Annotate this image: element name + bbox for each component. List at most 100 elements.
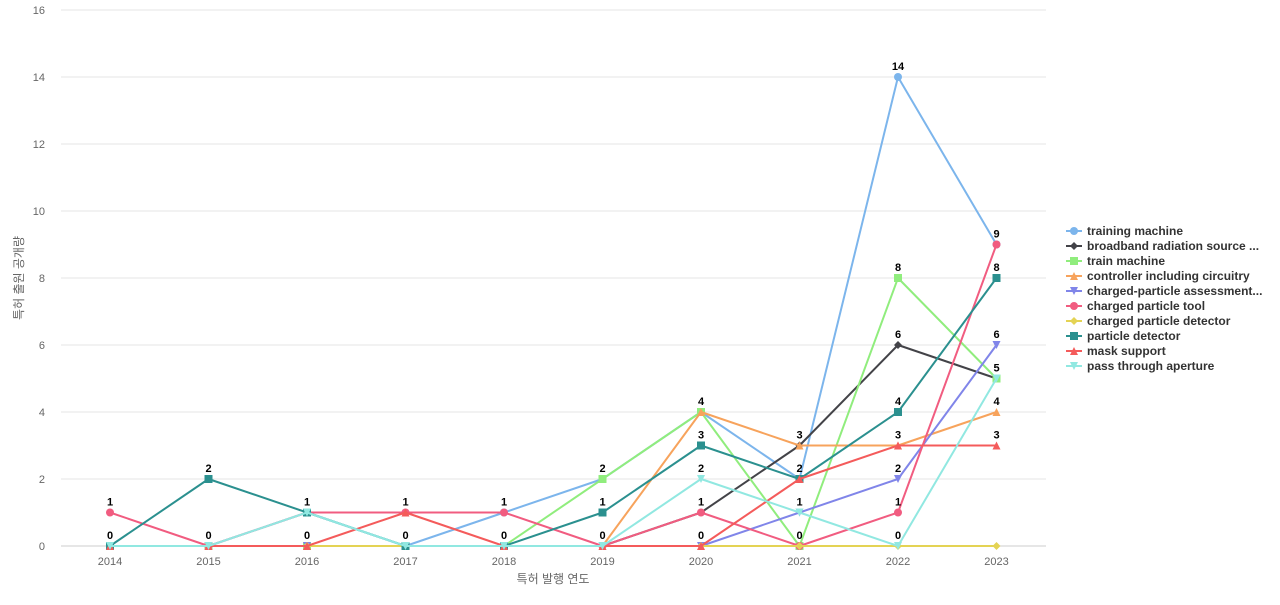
data-label: 5 xyxy=(993,363,999,375)
legend-marker xyxy=(1070,332,1078,340)
data-point[interactable] xyxy=(697,542,705,550)
data-label: 1 xyxy=(698,497,704,509)
data-point[interactable] xyxy=(894,274,902,282)
data-point[interactable] xyxy=(992,240,1001,249)
data-point[interactable] xyxy=(401,542,410,550)
series-lines xyxy=(106,73,1001,550)
legend-item-particle-detector[interactable]: particle detector xyxy=(1066,329,1181,343)
legend-item-controller-including-circuitry[interactable]: controller including circuitry xyxy=(1066,269,1250,283)
data-point[interactable] xyxy=(795,475,804,483)
data-point[interactable] xyxy=(500,542,508,550)
data-point[interactable] xyxy=(303,508,311,517)
x-tick-label: 2014 xyxy=(98,556,122,568)
legend-item-broadband-radiation-source[interactable]: broadband radiation source ... xyxy=(1066,239,1259,253)
data-point[interactable] xyxy=(106,542,114,550)
data-point[interactable] xyxy=(894,542,902,550)
data-label: 0 xyxy=(501,530,507,542)
data-point[interactable] xyxy=(697,475,705,483)
data-point[interactable] xyxy=(894,341,902,349)
data-point[interactable] xyxy=(894,475,902,483)
data-point[interactable] xyxy=(598,508,607,517)
data-label: 0 xyxy=(304,530,310,542)
legend-item-charged-particle-tool[interactable]: charged particle tool xyxy=(1066,299,1205,313)
data-point[interactable] xyxy=(992,374,1001,383)
data-label: 1 xyxy=(107,497,113,509)
legend-item-mask-support[interactable]: mask support xyxy=(1066,344,1166,358)
legend-item-training-machine[interactable]: training machine xyxy=(1066,224,1183,238)
data-label: 4 xyxy=(993,396,1000,408)
data-point[interactable] xyxy=(204,475,213,483)
x-tick-label: 2022 xyxy=(886,556,910,568)
x-tick-label: 2021 xyxy=(787,556,811,568)
data-point[interactable] xyxy=(992,274,1001,282)
data-label: 1 xyxy=(796,497,802,509)
data-point[interactable] xyxy=(992,542,1001,550)
data-point[interactable] xyxy=(598,475,607,483)
legend-marker xyxy=(1070,272,1078,280)
legend-label: training machine xyxy=(1087,224,1183,238)
legend-label: broadband radiation source ... xyxy=(1087,239,1259,253)
series-line xyxy=(109,76,998,547)
data-point[interactable] xyxy=(894,73,902,81)
legend-label: charged particle tool xyxy=(1087,299,1205,313)
legend-item-pass-through-aperture[interactable]: pass through aperture xyxy=(1066,359,1215,373)
legend-label: mask support xyxy=(1087,344,1166,358)
x-tick-label: 2023 xyxy=(984,556,1008,568)
data-label: 1 xyxy=(402,497,408,509)
legend-marker xyxy=(1070,317,1078,325)
data-point[interactable] xyxy=(795,542,804,550)
data-point[interactable] xyxy=(598,542,607,550)
data-point[interactable] xyxy=(992,441,1001,450)
legend-marker xyxy=(1070,347,1078,355)
data-point[interactable] xyxy=(401,508,410,517)
data-point[interactable] xyxy=(795,508,804,517)
legend-label: charged particle detector xyxy=(1087,314,1231,328)
data-point[interactable] xyxy=(697,508,705,517)
data-point[interactable] xyxy=(303,542,311,550)
data-label: 4 xyxy=(698,396,705,408)
data-point[interactable] xyxy=(697,441,705,450)
x-axis-ticks: 2014 2015 2016 2017 2018 2019 2020 2021 2022 2023 xyxy=(98,556,1009,568)
data-label: 0 xyxy=(107,530,113,542)
data-point[interactable] xyxy=(894,508,902,517)
data-point[interactable] xyxy=(697,408,705,416)
data-point[interactable] xyxy=(106,508,114,517)
y-tick-label: 14 xyxy=(33,72,45,84)
data-label: 9 xyxy=(993,229,999,241)
data-label: 1 xyxy=(895,497,901,509)
data-point[interactable] xyxy=(992,408,1001,416)
legend-item-charged-particle-assessment[interactable]: charged-particle assessment... xyxy=(1066,284,1262,298)
legend-item-charged-particle-detector[interactable]: charged particle detector xyxy=(1066,314,1231,328)
data-point[interactable] xyxy=(795,441,804,450)
data-label: 8 xyxy=(895,262,901,274)
y-axis-title: 특허 출원 공개량 xyxy=(12,236,26,320)
legend-marker xyxy=(1070,287,1078,295)
legend-marker xyxy=(1070,302,1078,310)
y-tick-label: 2 xyxy=(39,474,45,486)
y-tick-label: 16 xyxy=(33,5,45,17)
data-point[interactable] xyxy=(894,441,902,450)
y-tick-label: 8 xyxy=(39,273,45,285)
legend-item-train-machine[interactable]: train machine xyxy=(1066,254,1165,268)
series-line xyxy=(109,377,998,547)
data-label: 0 xyxy=(796,530,802,542)
data-label: 1 xyxy=(501,497,507,509)
series-line xyxy=(109,243,998,547)
x-axis-title: 특허 발행 연도 xyxy=(517,571,590,586)
legend-label: charged-particle assessment... xyxy=(1087,284,1262,298)
data-label: 8 xyxy=(993,262,999,274)
series-line xyxy=(109,277,998,547)
y-tick-label: 0 xyxy=(39,541,45,553)
data-point[interactable] xyxy=(992,341,1001,349)
legend-label: train machine xyxy=(1087,254,1165,268)
data-point[interactable] xyxy=(894,408,902,416)
series-charged-particle-tool xyxy=(106,240,1001,550)
legend-label: pass through aperture xyxy=(1087,359,1215,373)
data-point[interactable] xyxy=(500,508,508,517)
data-point[interactable] xyxy=(204,542,213,550)
legend-label: controller including circuitry xyxy=(1087,269,1250,283)
